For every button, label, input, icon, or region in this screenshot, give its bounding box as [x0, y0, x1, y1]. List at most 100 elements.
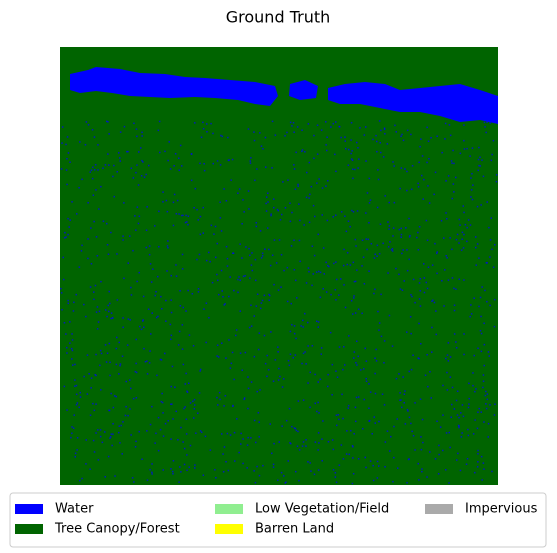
water-pixel — [479, 165, 481, 167]
water-pixel — [118, 373, 120, 375]
water-pixel — [478, 146, 480, 149]
water-pixel — [181, 324, 184, 326]
water-pixel — [419, 305, 422, 307]
water-pixel — [406, 129, 409, 132]
water-pixel — [222, 453, 224, 455]
water-pixel — [223, 446, 226, 448]
water-pixel — [259, 132, 261, 134]
water-pixel — [463, 211, 465, 214]
water-pixel — [281, 425, 283, 427]
water-pixel — [211, 281, 214, 284]
water-pixel — [192, 400, 194, 402]
water-pixel — [438, 453, 440, 456]
water-pixel — [75, 404, 78, 406]
water-pixel — [253, 355, 256, 358]
water-pixel — [104, 344, 107, 346]
water-pixel — [209, 449, 212, 451]
water-pixel — [127, 318, 130, 320]
water-pixel — [435, 333, 437, 336]
water-pixel — [259, 389, 261, 391]
water-pixel — [67, 152, 70, 154]
water-pixel — [449, 446, 451, 449]
water-pixel — [214, 469, 216, 471]
water-pixel — [381, 393, 384, 395]
water-pixel — [328, 265, 330, 268]
water-pixel — [285, 419, 288, 422]
water-pixel — [170, 468, 172, 470]
water-pixel — [185, 372, 187, 375]
water-pixel — [247, 190, 250, 192]
water-pixel — [327, 373, 329, 376]
water-pixel — [158, 210, 160, 213]
water-pixel — [452, 183, 455, 185]
water-pixel — [109, 302, 111, 305]
water-pixel — [345, 453, 348, 455]
water-pixel — [118, 341, 120, 344]
water-pixel — [445, 255, 447, 257]
water-pixel — [170, 299, 172, 301]
water-pixel — [285, 481, 287, 483]
water-pixel — [217, 279, 219, 282]
water-pixel — [171, 365, 174, 368]
water-pixel — [301, 445, 304, 447]
water-pixel — [239, 243, 241, 245]
water-pixel — [421, 468, 423, 470]
water-pixel — [410, 368, 413, 371]
water-pixel — [353, 295, 355, 297]
water-pixel — [443, 305, 445, 307]
water-pixel — [119, 363, 122, 365]
water-pixel — [319, 296, 322, 299]
water-pixel — [482, 386, 484, 389]
water-pixel — [112, 175, 114, 178]
water-pixel — [427, 266, 430, 268]
water-pixel — [181, 348, 184, 350]
water-pixel — [476, 427, 479, 430]
water-pixel — [466, 147, 468, 150]
water-pixel — [295, 429, 298, 432]
water-pixel — [253, 139, 256, 142]
water-pixel — [84, 144, 87, 146]
water-pixel — [96, 255, 99, 257]
water-pixel — [478, 257, 480, 259]
water-pixel — [338, 418, 340, 421]
water-pixel — [411, 295, 413, 298]
water-pixel — [83, 303, 85, 306]
water-pixel — [262, 464, 264, 467]
water-pixel — [178, 169, 180, 171]
legend-swatch — [15, 504, 43, 514]
water-pixel — [373, 292, 375, 295]
water-pixel — [76, 213, 78, 215]
water-pixel — [418, 322, 420, 325]
water-pixel — [398, 373, 400, 375]
water-pixel — [364, 456, 366, 459]
water-pixel — [426, 126, 428, 129]
water-pixel — [317, 321, 320, 323]
water-pixel — [436, 420, 438, 422]
water-pixel — [100, 185, 102, 188]
water-pixel — [463, 353, 465, 356]
water-pixel — [205, 302, 208, 304]
water-pixel — [327, 385, 329, 388]
segmentation-map — [60, 47, 498, 485]
water-pixel — [65, 169, 68, 171]
water-pixel — [429, 451, 431, 453]
water-pixel — [416, 236, 418, 239]
water-pixel — [233, 289, 235, 292]
legend-label: Impervious — [465, 502, 538, 517]
water-pixel — [92, 194, 95, 196]
water-pixel — [388, 228, 390, 230]
water-pixel — [265, 202, 267, 205]
water-pixel — [66, 352, 68, 354]
water-pixel — [79, 391, 81, 394]
water-pixel — [253, 131, 255, 133]
water-pixel — [478, 164, 480, 167]
water-pixel — [414, 449, 416, 451]
water-pixel — [178, 213, 180, 215]
water-pixel — [445, 469, 447, 471]
water-pixel — [436, 251, 438, 253]
water-pixel — [395, 267, 397, 270]
water-pixel — [483, 343, 486, 346]
water-pixel — [61, 142, 63, 144]
water-pixel — [187, 215, 190, 217]
water-pixel — [431, 326, 433, 329]
